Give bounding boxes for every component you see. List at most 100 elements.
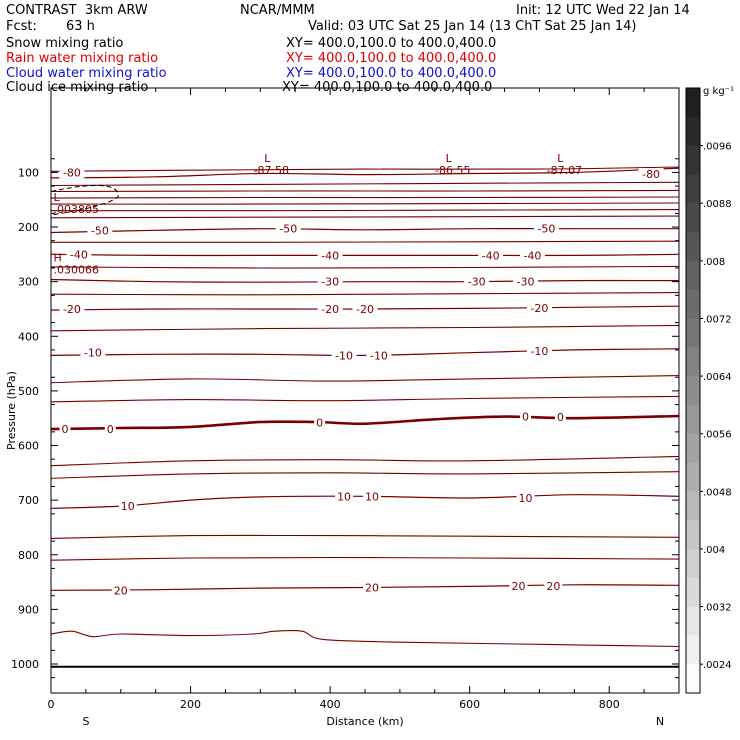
contour-label-bg [317, 275, 343, 288]
contour-label: -10 [370, 349, 388, 362]
contour-label: 10 [337, 490, 351, 503]
contour-line-minor [50, 556, 680, 561]
colorbar-segment [686, 260, 700, 291]
contour-layer: -80 -80-50 -50 -50-40 -40 -40 -40-30 -30 -30-20-… [50, 166, 680, 648]
extremum-L: L [264, 152, 271, 165]
x-tick-label: 0 [48, 698, 55, 711]
colorbar-tick-label: .0032 [703, 603, 732, 614]
colorbar-tick-label: .0024 [703, 660, 732, 671]
colorbar-tick-label: .0064 [703, 372, 732, 383]
colorbar-segment [686, 577, 700, 608]
contour-label-bg [87, 224, 113, 237]
y-tick-label: 400 [18, 330, 39, 343]
contour-line [50, 167, 680, 179]
colorbar-segment [686, 232, 700, 262]
colorbar-tick-label: .0096 [703, 142, 732, 153]
fcst-label: Fcst: [6, 19, 37, 34]
x-tick-label: 800 [599, 698, 620, 711]
colorbar-tick-label: .0072 [703, 314, 732, 325]
y-tick-label: 100 [18, 166, 39, 179]
contour-label-bg [118, 500, 137, 513]
contour-line [50, 253, 680, 257]
y-tick-label: 200 [18, 221, 39, 234]
contour-label-bg [512, 275, 538, 288]
contour-label: -40 [523, 249, 541, 262]
contour-line-minor [50, 240, 680, 243]
contour-label-bg [111, 584, 130, 597]
contour-label: -40 [70, 248, 88, 261]
contour-line-minor [50, 292, 680, 296]
contour-label-bg [519, 249, 545, 262]
colorbar-segment [686, 606, 700, 636]
contour-label: 20 [114, 584, 128, 597]
contour-label: 0 [557, 411, 564, 424]
contour-label: 20 [512, 580, 526, 593]
x-axis-title: Distance (km) [326, 715, 403, 728]
colorbar-segment [686, 318, 700, 348]
contour-label-bg [516, 491, 535, 504]
extremum-L: L [446, 152, 453, 165]
contour-label-bg [366, 349, 392, 362]
colorbar-segment [686, 433, 700, 464]
field-rain-name: Rain water mixing ratio [6, 51, 159, 66]
contour-line-minor [50, 265, 680, 269]
contour-label-bg [335, 490, 354, 503]
contour-label: -10 [530, 345, 548, 358]
model-title: CONTRAST 3km ARW [6, 3, 148, 18]
x-tick-label: 400 [320, 698, 341, 711]
contour-label: -50 [279, 223, 297, 236]
contour-label-bg [638, 168, 664, 181]
contour-label: 20 [546, 580, 560, 593]
colorbar-frame [685, 87, 701, 694]
contour-line [50, 278, 680, 283]
colorbar-segment [686, 88, 700, 118]
contour-line [50, 414, 680, 431]
extremum-L: L [557, 152, 564, 165]
colorbar-segment [686, 491, 700, 521]
cloud-ice-contour [50, 185, 119, 216]
contour-line [50, 228, 679, 234]
endpoint-label-south: S [83, 715, 90, 728]
contour-label: -80 [642, 168, 660, 181]
colorbar-segment [686, 548, 700, 579]
contour-line-minor [50, 324, 680, 332]
y-tick-label: 600 [18, 440, 39, 453]
contour-line-minor [50, 471, 680, 479]
y-tick-label: 300 [18, 276, 39, 289]
init-time: Init: 12 UTC Wed 22 Jan 14 [516, 3, 690, 18]
y-tick-label: 500 [18, 385, 39, 398]
contour-label-bg [519, 410, 531, 423]
contour-label: 0 [316, 417, 323, 430]
x-tick-label: 600 [459, 698, 480, 711]
contour-line-minor [50, 629, 680, 648]
field-cloudwater-xy: XY= 400.0,100.0 to 400.0,400.0 [286, 66, 497, 81]
contour-label-bg [80, 346, 106, 359]
field-cloudwater-name: Cloud water mixing ratio [6, 66, 167, 81]
contour-label-bg [544, 579, 563, 592]
extremum-H: H [53, 251, 61, 264]
extremum-value: .030066 [53, 263, 99, 276]
contour-label-bg [59, 423, 71, 436]
contour-label: -10 [84, 347, 102, 360]
colorbar-segment [686, 376, 700, 406]
plot-frame [50, 87, 680, 694]
y-tick-label: 1000 [11, 658, 39, 671]
contour-label-bg [331, 349, 357, 362]
contour-label: 10 [121, 500, 135, 513]
contour-label-bg [59, 302, 85, 315]
contour-label-bg [478, 249, 504, 262]
contour-line-minor [50, 181, 680, 187]
colorbar-segment [686, 347, 700, 377]
contour-line-minor [50, 166, 680, 172]
contour-label: -50 [91, 224, 109, 237]
colorbar-tick-label: .0056 [703, 430, 732, 441]
field-snow-name: Snow mixing ratio [6, 36, 124, 51]
contour-label-bg [526, 301, 552, 314]
y-tick-label: 700 [18, 494, 39, 507]
contour-line-minor [50, 202, 680, 205]
contour-label: -80 [63, 166, 81, 179]
contour-label-bg [464, 275, 490, 288]
contour-line-minor [50, 196, 680, 199]
